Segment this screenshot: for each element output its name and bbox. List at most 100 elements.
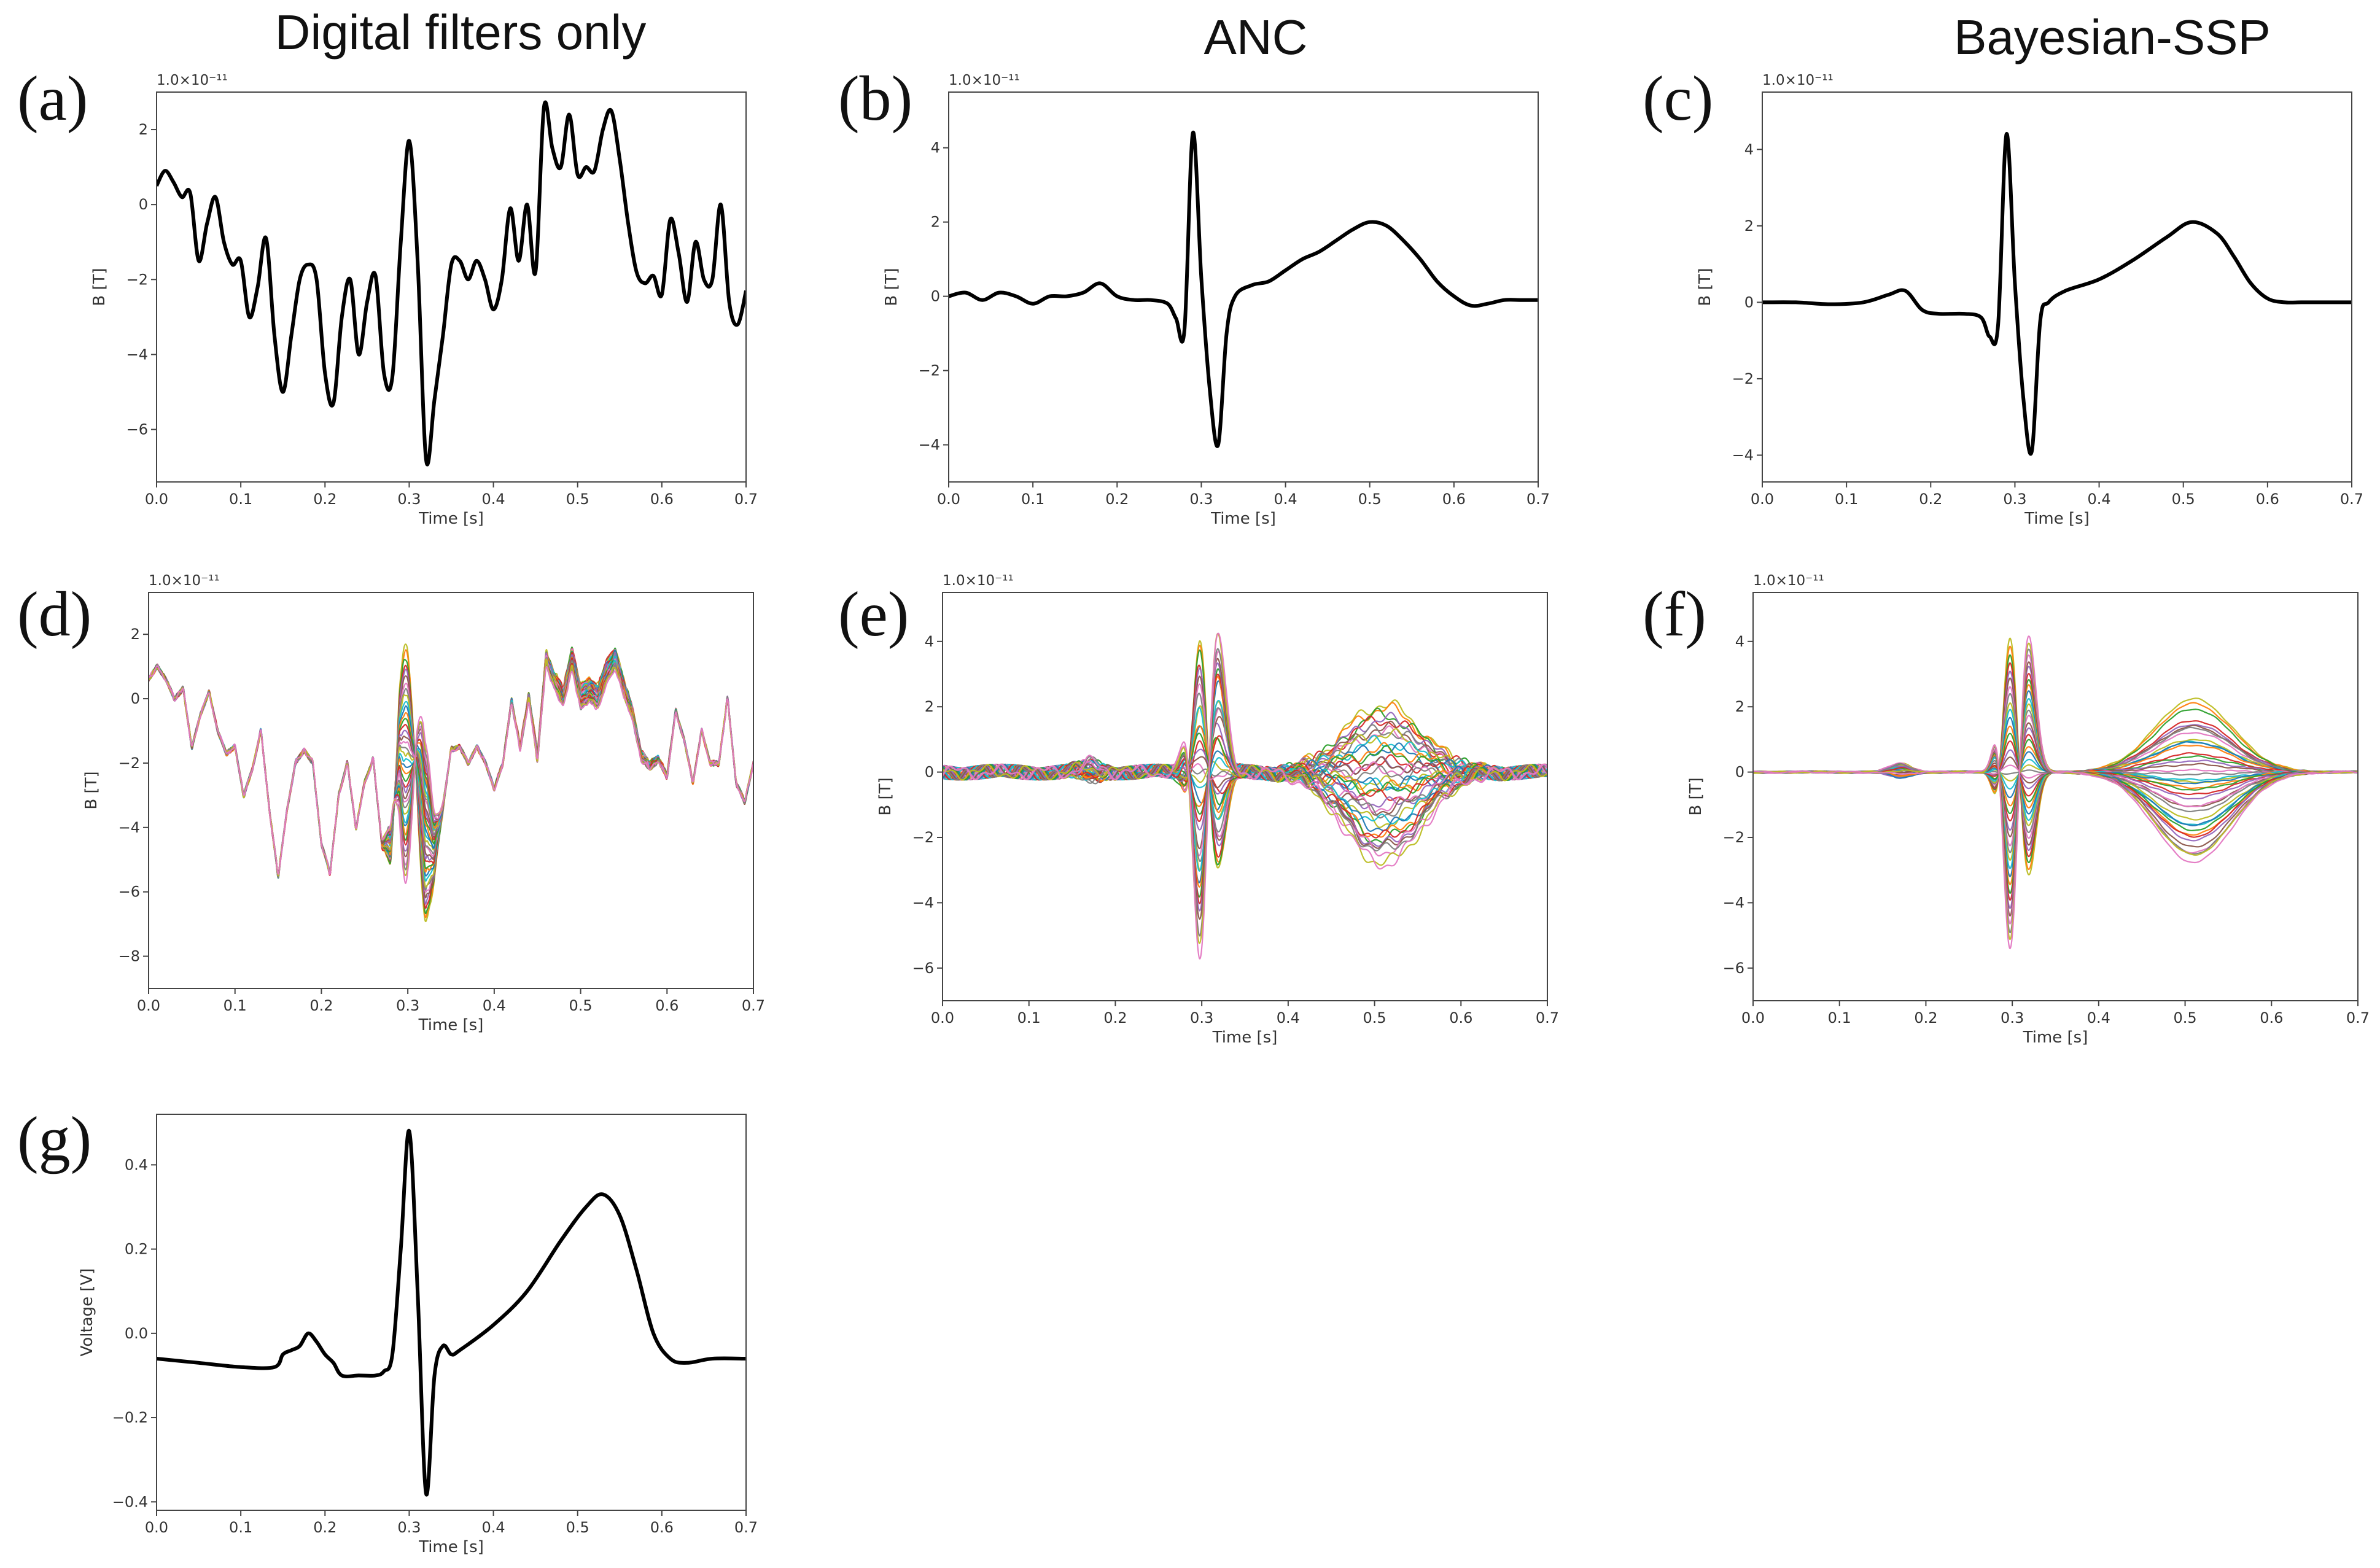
panel-label-c: (c) (1643, 63, 1713, 134)
x-tick-label-c-1: 0.1 (1835, 491, 1858, 508)
panel-label-e: (e) (838, 579, 909, 650)
x-tick-label-c-0: 0.0 (1751, 491, 1774, 508)
y-tick-label-c-2: 0 (1744, 293, 1754, 311)
x-tick-label-a-4: 0.4 (481, 491, 505, 508)
x-tick-label-c-3: 0.3 (2003, 491, 2026, 508)
axis-offset-label-e: 1.0×10⁻¹¹ (943, 573, 1014, 589)
x-tick-label-f-2: 0.2 (1914, 1009, 1937, 1027)
x-tick-label-a-1: 0.1 (229, 491, 252, 508)
x-tick-label-f-0: 0.0 (1741, 1009, 1765, 1027)
y-tick-label-d-2: −4 (119, 819, 140, 836)
y-tick-label-f-3: 0 (1735, 764, 1744, 781)
y-axis-label-b: B [T] (882, 268, 901, 306)
y-tick-label-b-3: 2 (931, 214, 940, 231)
x-tick-label-a-6: 0.6 (650, 491, 674, 508)
y-tick-label-e-2: −2 (912, 829, 934, 846)
y-tick-label-a-0: −6 (126, 421, 148, 438)
x-tick-label-c-5: 0.5 (2172, 491, 2195, 508)
panel-label-g: (g) (17, 1104, 91, 1174)
x-tick-label-f-1: 0.1 (1828, 1009, 1851, 1027)
axis-offset-label-d: 1.0×10⁻¹¹ (149, 573, 220, 589)
x-axis-label-c: Time [s] (2024, 510, 2090, 528)
panel-label-a: (a) (17, 63, 88, 134)
x-tick-label-g-3: 0.3 (397, 1519, 421, 1536)
x-tick-label-b-3: 0.3 (1189, 491, 1213, 508)
x-tick-label-a-7: 0.7 (734, 491, 758, 508)
y-tick-label-c-0: −4 (1732, 446, 1754, 464)
x-tick-label-e-6: 0.6 (1449, 1009, 1472, 1027)
x-tick-label-d-4: 0.4 (483, 997, 506, 1014)
axis-offset-label-b: 1.0×10⁻¹¹ (949, 72, 1020, 88)
y-tick-label-f-4: 2 (1735, 698, 1744, 715)
x-tick-label-c-7: 0.7 (2340, 491, 2363, 508)
y-tick-label-d-0: −8 (119, 948, 140, 965)
x-tick-label-b-0: 0.0 (937, 491, 960, 508)
y-tick-label-f-2: −2 (1723, 829, 1744, 846)
x-tick-label-a-2: 0.2 (313, 491, 336, 508)
x-tick-label-d-5: 0.5 (569, 997, 592, 1014)
axis-offset-label-f: 1.0×10⁻¹¹ (1753, 573, 1824, 589)
y-tick-label-g-0: −0.4 (112, 1493, 148, 1510)
y-tick-label-b-1: −2 (919, 362, 940, 379)
x-tick-label-b-2: 0.2 (1105, 491, 1129, 508)
column-title-anc: ANC (1204, 10, 1308, 64)
y-tick-label-f-0: −6 (1723, 960, 1744, 977)
x-tick-label-c-4: 0.4 (2087, 491, 2110, 508)
y-tick-label-d-5: 2 (131, 626, 140, 643)
axis-offset-label-c: 1.0×10⁻¹¹ (1762, 72, 1834, 88)
x-tick-label-b-7: 0.7 (1526, 491, 1550, 508)
y-tick-label-b-2: 0 (931, 288, 940, 305)
y-tick-label-c-3: 2 (1744, 217, 1754, 235)
x-tick-label-f-7: 0.7 (2346, 1009, 2370, 1027)
x-tick-label-d-1: 0.1 (224, 997, 247, 1014)
y-tick-label-g-2: 0.0 (125, 1325, 148, 1342)
x-tick-label-d-0: 0.0 (137, 997, 160, 1014)
x-tick-label-g-7: 0.7 (734, 1519, 758, 1536)
y-tick-label-d-1: −6 (119, 883, 140, 901)
x-tick-label-e-5: 0.5 (1363, 1009, 1386, 1027)
x-tick-label-d-6: 0.6 (655, 997, 679, 1014)
x-axis-label-a: Time [s] (418, 510, 484, 528)
y-tick-label-a-1: −4 (126, 346, 148, 363)
x-tick-label-a-5: 0.5 (566, 491, 589, 508)
x-tick-label-e-3: 0.3 (1190, 1009, 1213, 1027)
y-tick-label-g-4: 0.4 (125, 1156, 148, 1173)
y-tick-label-e-5: 4 (925, 633, 934, 650)
x-tick-label-c-2: 0.2 (1919, 491, 1942, 508)
y-tick-label-a-4: 2 (139, 121, 148, 138)
x-tick-label-e-2: 0.2 (1103, 1009, 1127, 1027)
x-tick-label-b-6: 0.6 (1442, 491, 1466, 508)
x-tick-label-f-4: 0.4 (2087, 1009, 2110, 1027)
axis-offset-label-a: 1.0×10⁻¹¹ (157, 72, 228, 88)
y-tick-label-c-4: 4 (1744, 141, 1754, 158)
y-tick-label-e-1: −4 (912, 894, 934, 911)
x-tick-label-e-0: 0.0 (931, 1009, 954, 1027)
y-tick-label-f-1: −4 (1723, 894, 1744, 911)
x-tick-label-b-5: 0.5 (1358, 491, 1382, 508)
y-axis-label-d: B [T] (82, 771, 101, 809)
y-tick-label-a-3: 0 (139, 196, 148, 213)
y-tick-label-e-0: −6 (912, 960, 934, 977)
x-tick-label-d-3: 0.3 (396, 997, 419, 1014)
x-tick-label-f-3: 0.3 (2001, 1009, 2024, 1027)
y-axis-label-e: B [T] (876, 777, 895, 815)
x-tick-label-d-7: 0.7 (742, 997, 765, 1014)
y-axis-label-f: B [T] (1687, 777, 1705, 815)
y-tick-label-d-3: −2 (119, 755, 140, 772)
x-tick-label-f-5: 0.5 (2173, 1009, 2196, 1027)
x-tick-label-g-4: 0.4 (481, 1519, 505, 1536)
column-title-bayesian-ssp: Bayesian-SSP (1954, 10, 2271, 64)
x-tick-label-f-6: 0.6 (2260, 1009, 2283, 1027)
y-tick-label-d-4: 0 (131, 690, 140, 707)
y-tick-label-b-0: −4 (919, 437, 940, 454)
x-axis-label-b: Time [s] (1210, 510, 1276, 528)
x-tick-label-c-6: 0.6 (2256, 491, 2279, 508)
y-tick-label-g-1: −0.2 (112, 1409, 148, 1426)
x-tick-label-g-1: 0.1 (229, 1519, 252, 1536)
panel-label-d: (d) (17, 579, 91, 650)
y-tick-label-b-4: 4 (931, 139, 940, 157)
y-tick-label-c-1: −2 (1732, 370, 1754, 387)
x-axis-label-d: Time [s] (418, 1016, 484, 1034)
y-tick-label-e-4: 2 (925, 698, 934, 715)
